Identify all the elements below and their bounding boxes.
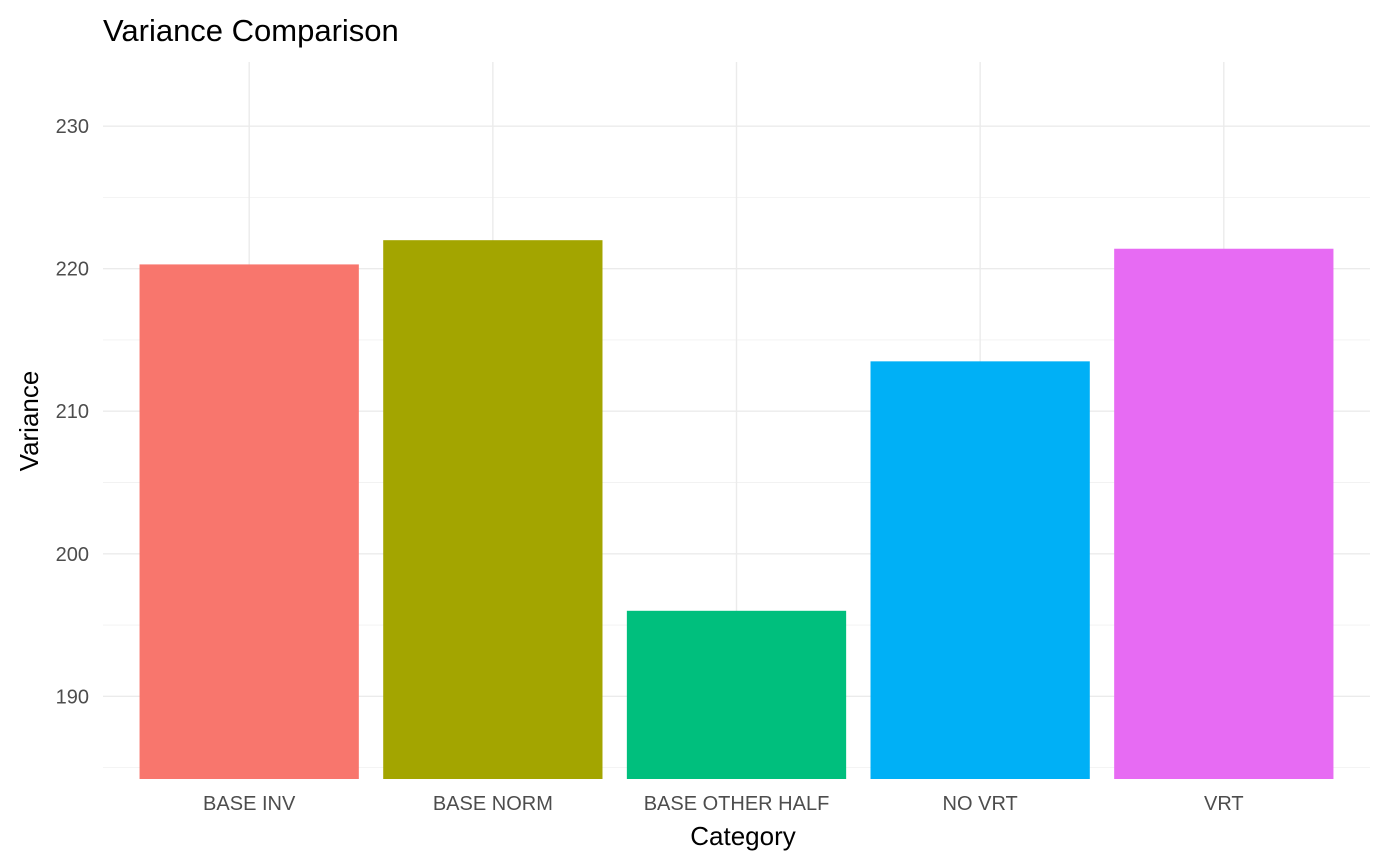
x-tick-label-base-other-half: BASE OTHER HALF	[644, 793, 830, 815]
bar-base-norm	[383, 240, 603, 779]
y-axis-title: Variance	[14, 371, 44, 472]
y-tick-label-200: 200	[56, 544, 89, 566]
bar-vrt	[1114, 248, 1334, 780]
y-tick-label-220: 220	[56, 259, 89, 281]
x-axis-title: Category	[690, 821, 796, 851]
bar-base-inv	[139, 264, 359, 779]
bar-base-other-half	[626, 610, 847, 779]
x-tick-label-vrt: VRT	[1204, 793, 1244, 815]
y-axis-tick-labels: 190 200 210 220 230	[56, 116, 89, 708]
bar-no-vrt	[870, 361, 1090, 779]
bars	[139, 240, 1334, 780]
y-tick-label-210: 210	[56, 401, 89, 423]
y-tick-label-190: 190	[56, 686, 89, 708]
chart-title: Variance Comparison	[103, 13, 399, 48]
y-tick-label-230: 230	[56, 116, 89, 138]
x-axis-tick-labels: BASE INV BASE NORM BASE OTHER HALF NO VRT VR…	[203, 793, 1244, 815]
x-tick-label-base-inv: BASE INV	[203, 793, 296, 815]
x-tick-label-no-vrt: NO VRT	[943, 793, 1018, 815]
x-tick-label-base-norm: BASE NORM	[433, 793, 553, 815]
